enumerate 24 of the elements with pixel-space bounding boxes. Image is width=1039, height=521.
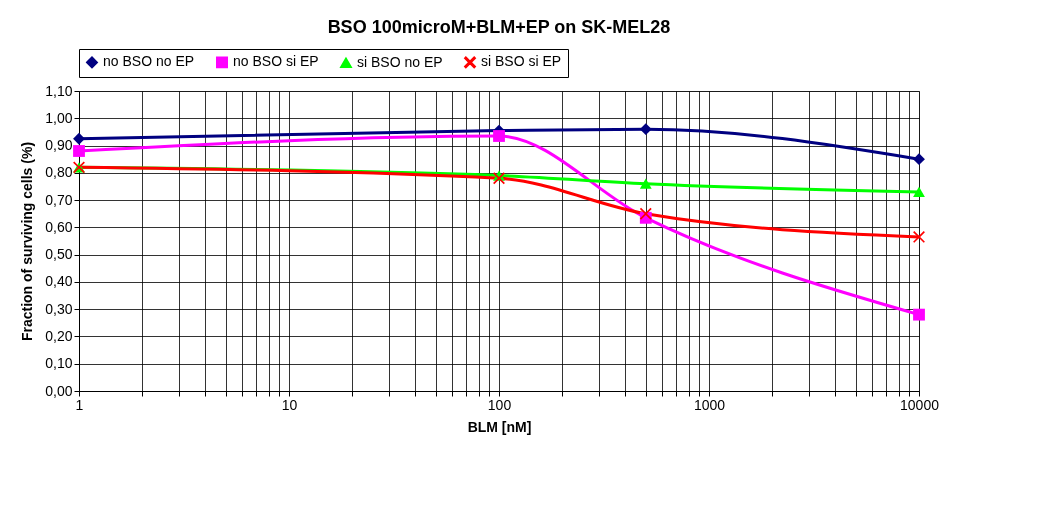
y-tick-label: 1,00 [45, 109, 73, 126]
y-tick-label: 1,10 [45, 82, 73, 99]
legend-label: no BSO no EP [103, 53, 195, 70]
y-tick-label: 0,10 [45, 355, 73, 372]
y-tick-label: 0,40 [45, 273, 73, 290]
x-tick-label: 10000 [900, 396, 940, 413]
legend-label: si BSO no EP [357, 53, 443, 70]
legend-label: si BSO si EP [481, 53, 562, 70]
y-tick-label: 0,80 [45, 164, 73, 181]
legend-label: no BSO si EP [233, 53, 319, 70]
x-tick-label: 1000 [693, 396, 726, 413]
x-tick-label: 1 [75, 396, 84, 413]
y-tick-label: 0,70 [45, 191, 73, 208]
x-tick-label: 10 [281, 396, 298, 413]
y-tick-label: 0,50 [45, 246, 73, 263]
y-tick-label: 0,90 [45, 137, 73, 154]
y-tick-label: 0,60 [45, 218, 73, 235]
x-axis-title: BLM [nM] [467, 418, 532, 435]
x-tick-label: 100 [487, 396, 512, 413]
y-tick-label: 0,00 [45, 382, 73, 399]
y-tick-label: 0,30 [45, 300, 73, 317]
y-tick-label: 0,20 [45, 327, 73, 344]
y-axis-title: Fraction of surviving cells (%) [19, 141, 36, 342]
chart-title: BSO 100microM+BLM+EP on SK-MEL28 [327, 16, 671, 37]
